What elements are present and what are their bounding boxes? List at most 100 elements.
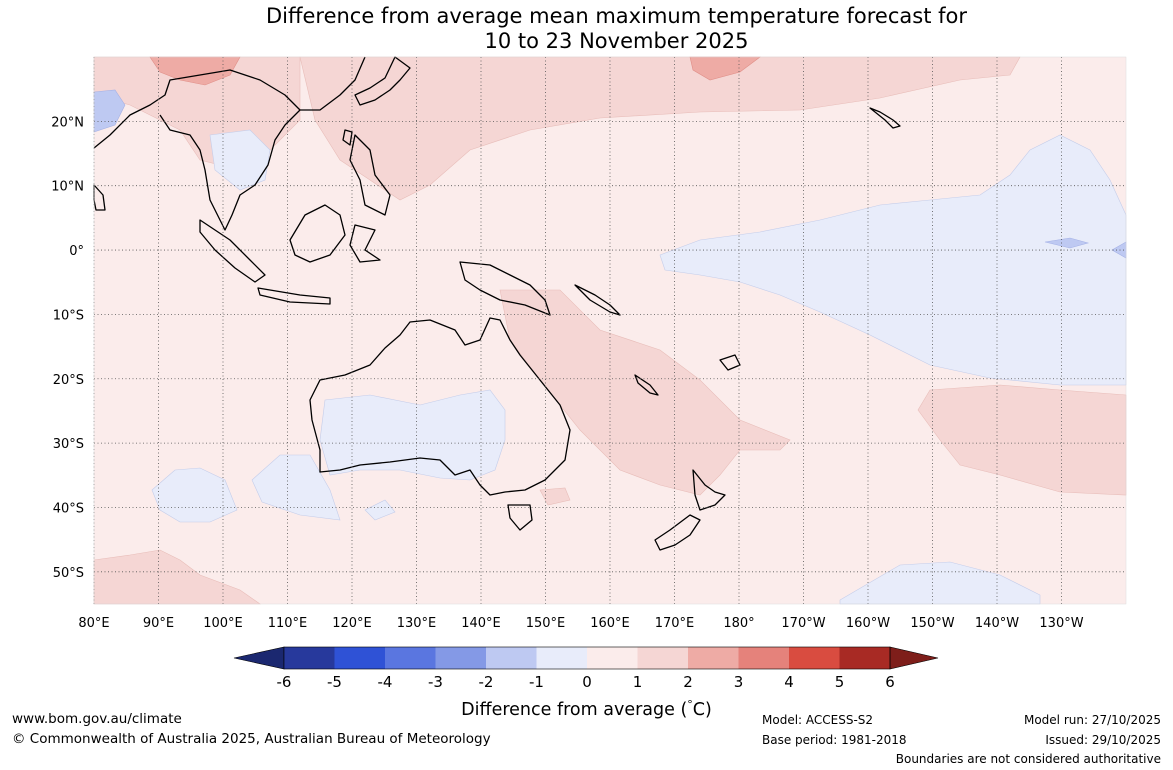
gridlines	[93, 57, 1126, 604]
coast-nz-north	[692, 469, 726, 511]
coast-new-caledonia	[634, 374, 659, 396]
colorbar-min-extension	[233, 646, 285, 670]
title-line-2: 10 to 23 November 2025	[484, 29, 749, 53]
latitude-label: 10°S	[53, 308, 84, 323]
colorbar-max-extension	[889, 646, 939, 670]
coast-solomons	[574, 284, 621, 316]
colorbar-tick-label: -1	[529, 673, 544, 691]
issued-text: Issued: 29/10/2025	[1045, 733, 1161, 747]
colorbar-tick-label: -3	[428, 673, 443, 691]
longitude-label: 80°E	[78, 616, 109, 631]
disclaimer-text: Boundaries are not considered authoritat…	[895, 752, 1161, 766]
longitude-label: 140°W	[975, 616, 1019, 631]
colorbar-tick-label: 1	[633, 673, 643, 691]
website-link[interactable]: www.bom.gov.au/climate	[12, 711, 182, 727]
colorbar-segment	[839, 647, 890, 669]
colorbar-segment	[587, 647, 638, 669]
warm-region-south-pacific	[917, 384, 1127, 496]
coast-australia	[309, 317, 571, 496]
map-title: Difference from average mean maximum tem…	[0, 4, 1173, 54]
colorbar-label: Difference from average (°C)	[0, 698, 1173, 720]
colorbar-segment	[334, 647, 385, 669]
longitude-label: 150°E	[526, 616, 566, 631]
longitude-label: 140°E	[461, 616, 501, 631]
coastlines	[93, 56, 901, 551]
model-run-text: Model run: 27/10/2025	[1023, 713, 1161, 727]
coast-taiwan	[342, 129, 353, 146]
colorbar-segment	[284, 647, 335, 669]
colorbar-tick-label: -6	[277, 673, 292, 691]
coast-tasmania	[507, 504, 533, 531]
colorbar-tick-label: 5	[835, 673, 845, 691]
coast-hawaii	[869, 107, 901, 129]
copyright-text: © Commonwealth of Australia 2025, Austra…	[12, 731, 491, 747]
colorbar-segment	[789, 647, 840, 669]
colorbar-tick-label: -4	[378, 673, 393, 691]
colorbar-tick-label: 3	[734, 673, 744, 691]
coast-fiji	[719, 354, 741, 371]
colorbar-segment	[536, 647, 587, 669]
map-border	[93, 56, 1127, 605]
title-line-1: Difference from average mean maximum tem…	[266, 4, 967, 28]
colorbar-tick-label: 2	[683, 673, 693, 691]
longitude-label: 90°E	[143, 616, 174, 631]
colorbar-segment	[738, 647, 789, 669]
latitude-label: 20°N	[51, 115, 84, 130]
colorbar-tick-label: 4	[784, 673, 794, 691]
cool-region-equatorial-pacific	[659, 134, 1127, 386]
longitude-label: 100°E	[203, 616, 243, 631]
latitude-label: 10°N	[51, 180, 84, 195]
latitude-labels: 20°N 10°N 0° 10°S 20°S 30°S 40°S 50°S	[51, 115, 84, 580]
coast-sumatra	[199, 219, 266, 283]
longitude-label: 130°E	[397, 616, 437, 631]
longitude-label: 110°E	[268, 616, 308, 631]
longitude-label: 120°E	[332, 616, 372, 631]
coast-sulawesi	[349, 224, 381, 263]
latitude-label: 20°S	[53, 373, 84, 388]
longitude-label: 160°E	[590, 616, 630, 631]
cool-region-indian-ocean	[151, 467, 238, 523]
longitude-label: 160°W	[846, 616, 890, 631]
colorbar-tick-label: 6	[885, 673, 895, 691]
coast-java	[257, 287, 331, 305]
colorbar: -6 -5 -4 -3 -2 -1 0 1 2 3 4 5 6	[233, 646, 939, 691]
coast-philippines	[349, 134, 391, 216]
base-period-text: Base period: 1981-2018	[762, 733, 907, 747]
cool-region-southwest	[251, 454, 341, 521]
colorbar-border	[283, 646, 891, 670]
model-text: Model: ACCESS-S2	[762, 713, 874, 727]
longitude-label: 180°	[723, 616, 754, 631]
latitude-label: 0°	[69, 244, 84, 259]
latitude-label: 50°S	[53, 566, 84, 581]
colorbar-segment	[688, 647, 739, 669]
colorbar-label-degree: °	[687, 698, 693, 711]
warm-anomaly-regions	[93, 56, 1127, 605]
coast-borneo	[289, 204, 346, 263]
colorbar-label-text: Difference from average (	[461, 699, 688, 720]
hot-anomaly-regions	[149, 56, 761, 86]
colorbar-segment	[637, 647, 688, 669]
longitude-label: 130°W	[1039, 616, 1083, 631]
coast-new-guinea	[459, 261, 551, 316]
longitude-label: 170°E	[655, 616, 695, 631]
latitude-label: 40°S	[53, 501, 84, 516]
coast-nz-south	[654, 514, 701, 551]
cool-region-small	[364, 499, 396, 521]
coast-japan	[354, 56, 411, 106]
colorbar-tick-label: -2	[479, 673, 494, 691]
cool-anomaly-regions	[151, 129, 1127, 605]
colorbar-segment	[486, 647, 537, 669]
colorbar-tick-label: 0	[582, 673, 592, 691]
colorbar-tick-label: -5	[327, 673, 342, 691]
colorbar-label-unit: C)	[692, 699, 712, 720]
cool-region-australia	[319, 389, 506, 481]
colorbar-segment	[435, 647, 486, 669]
warm-region-north	[299, 56, 1021, 201]
coast-asia-mainland	[93, 56, 366, 231]
cool-region-indochina	[209, 129, 271, 191]
colorbar-segment	[385, 647, 436, 669]
warm-region-tasman	[539, 487, 571, 506]
longitude-labels: 80°E 90°E 100°E 110°E 120°E 130°E 140°E 150°E 16…	[78, 616, 1083, 631]
latitude-label: 30°S	[53, 437, 84, 452]
longitude-label: 170°W	[781, 616, 825, 631]
